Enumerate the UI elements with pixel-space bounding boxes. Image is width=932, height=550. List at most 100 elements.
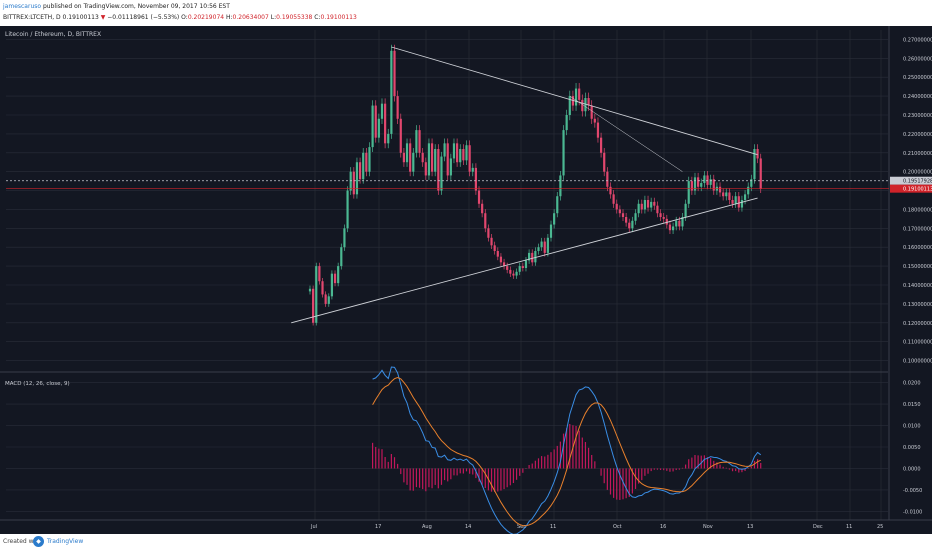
candle-body (456, 143, 459, 163)
macd-histogram-bar (669, 468, 671, 472)
price-tick-label: 0.18000000 (903, 207, 932, 213)
macd-histogram-bar (443, 468, 446, 481)
candle-body (315, 266, 318, 323)
candle-body (709, 179, 712, 185)
macd-tick-label: 0.0100 (903, 424, 921, 430)
macd-histogram-bar (691, 457, 693, 469)
candle-body (584, 98, 587, 112)
macd-histogram-bar (465, 468, 468, 472)
tradingview-brand-link[interactable]: TradingView (47, 538, 84, 545)
macd-histogram-bar (613, 468, 615, 498)
candle-body (693, 177, 697, 191)
candle-body (421, 152, 424, 163)
candle-body (374, 105, 377, 138)
footer: Created with ◆ TradingView (0, 534, 932, 550)
signal-line (372, 376, 761, 527)
candle-body (640, 203, 643, 210)
date-tick-label: 14 (465, 524, 471, 530)
macd-histogram-bar (625, 468, 627, 499)
macd-histogram-bar (459, 468, 461, 474)
symbol-label: BITTREX:LTCETH, D (3, 14, 61, 21)
macd-histogram-bar (722, 466, 724, 469)
candle-body (731, 200, 734, 204)
candle-body (521, 266, 524, 268)
candle-body (653, 201, 656, 206)
price-tick-label: 0.17000000 (903, 226, 932, 232)
macd-histogram-bar (666, 468, 668, 471)
candle-body (609, 186, 612, 195)
close-value: 0.19100113 (320, 14, 357, 21)
date-tick-label: 11 (846, 524, 852, 530)
macd-histogram-bar (703, 455, 705, 469)
candle-body (621, 213, 625, 217)
candle-body (587, 98, 590, 106)
macd-histogram-bar (697, 455, 699, 469)
price-tick-label: 0.10000000 (903, 359, 932, 365)
macd-histogram-bar (631, 468, 633, 494)
macd-histogram-bar (756, 459, 759, 469)
macd-histogram-bar (628, 468, 630, 497)
macd-histogram-bar (437, 468, 439, 489)
candle-body (646, 200, 650, 208)
author-link[interactable]: jamescaruso (3, 3, 42, 10)
candle-body (477, 190, 481, 204)
tradingview-logo-icon[interactable]: ◆ (33, 536, 44, 547)
change-value: −0.01118961 (−5.53%) (107, 14, 180, 21)
candle-body (412, 152, 415, 172)
candle-body (387, 133, 390, 144)
candle-body (637, 203, 640, 214)
open-value: 0.20219074 (187, 14, 225, 21)
candle-body (396, 96, 399, 119)
macd-histogram-bar (647, 468, 649, 474)
date-tick-label: 25 (877, 524, 883, 530)
high-value: 0.20634007 (232, 14, 269, 21)
trendline (569, 95, 683, 172)
candle-body (355, 162, 359, 195)
price-tick-label: 0.15000000 (903, 264, 932, 270)
macd-histogram-bar (428, 468, 430, 488)
candle-body (390, 50, 393, 134)
candle-body (668, 224, 672, 231)
macd-tick-label: 0.0150 (903, 402, 921, 408)
candle-body (662, 217, 665, 219)
candle-body (534, 251, 537, 263)
macd-histogram-bar (393, 457, 396, 469)
ohlc-line: BITTREX:LTCETH, D 0.19100113 ▼ −0.011189… (3, 14, 357, 21)
macd-histogram-bar (575, 426, 577, 469)
macd-histogram-bar (478, 468, 480, 482)
candle-body (465, 145, 468, 161)
candle-body (612, 194, 615, 204)
candle-body (321, 281, 324, 295)
macd-histogram-bar (384, 457, 386, 469)
macd-histogram-bar (397, 463, 399, 469)
date-tick-label: 13 (747, 524, 753, 530)
macd-histogram-bar (497, 468, 499, 492)
candle-body (703, 175, 706, 183)
date-tick-label: Aug (422, 524, 432, 530)
candle-body (384, 103, 387, 144)
candle-body (556, 196, 559, 214)
macd-histogram-bar (512, 468, 515, 484)
macd-tick-label: 0.0000 (903, 466, 921, 472)
candle-body (415, 130, 418, 153)
macd-histogram-bar (581, 437, 583, 469)
macd-histogram-bar (706, 457, 709, 469)
candle-body (599, 137, 603, 153)
macd-histogram-bar (525, 468, 527, 470)
candle-body (377, 118, 380, 138)
candle-body (524, 260, 528, 268)
macd-histogram-bar (685, 464, 687, 469)
macd-histogram-bar (425, 468, 427, 492)
candle-body (393, 50, 396, 97)
candle-body (743, 194, 747, 200)
candle-body (343, 228, 346, 248)
macd-histogram-bar (422, 468, 424, 490)
candle-body (559, 175, 562, 197)
chart-area[interactable]: 0.27000000 0.26000000 0.25000000 0.24000000… (0, 26, 932, 534)
macd-histogram-bar (675, 468, 677, 471)
price-macd-chart[interactable]: 0.27000000 0.26000000 0.25000000 0.24000000… (0, 26, 932, 534)
macd-histogram-bar (650, 468, 652, 472)
candle-body (308, 288, 312, 292)
macd-histogram-bar (600, 468, 602, 476)
macd-histogram-bar (412, 468, 414, 491)
